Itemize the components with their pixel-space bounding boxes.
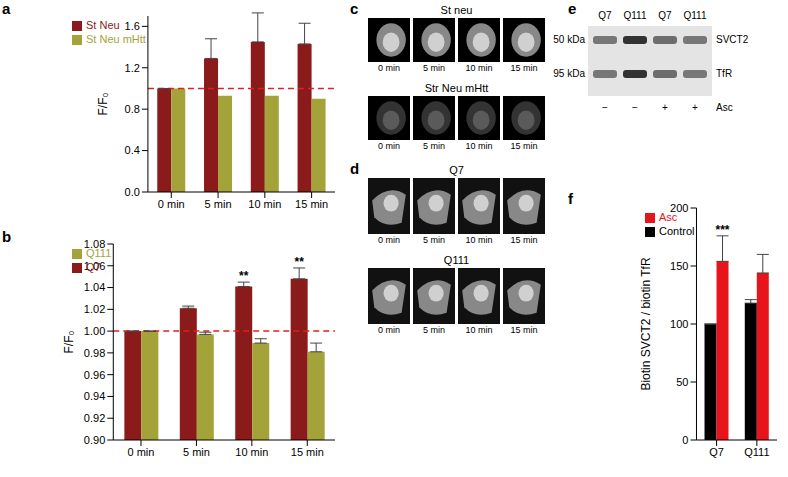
svg-text:1.2: 1.2 xyxy=(125,62,140,74)
svg-text:1.08: 1.08 xyxy=(84,238,105,250)
svg-text:Q7: Q7 xyxy=(709,446,724,458)
svg-text:0.98: 0.98 xyxy=(84,347,105,359)
svg-text:0 min: 0 min xyxy=(128,446,155,458)
svg-text:1.04: 1.04 xyxy=(84,281,105,293)
svg-text:200: 200 xyxy=(670,202,688,214)
svg-text:15 min: 15 min xyxy=(295,198,328,210)
svg-text:5 min: 5 min xyxy=(205,198,232,210)
svg-text:0.96: 0.96 xyxy=(84,369,105,381)
svg-text:10 min: 10 min xyxy=(248,198,281,210)
svg-text:F/F₀: F/F₀ xyxy=(62,330,76,353)
svg-text:0.0: 0.0 xyxy=(125,186,140,198)
svg-text:1.06: 1.06 xyxy=(84,260,105,272)
svg-text:0 min: 0 min xyxy=(158,198,185,210)
svg-text:15 min: 15 min xyxy=(291,446,324,458)
svg-text:0: 0 xyxy=(682,434,688,446)
svg-text:0.92: 0.92 xyxy=(84,412,105,424)
svg-text:0.4: 0.4 xyxy=(125,144,140,156)
svg-text:10 min: 10 min xyxy=(235,446,268,458)
svg-text:Biotin SVCT2 / biotin TfR: Biotin SVCT2 / biotin TfR xyxy=(639,257,653,391)
svg-text:1.02: 1.02 xyxy=(84,303,105,315)
svg-text:150: 150 xyxy=(670,260,688,272)
svg-text:Q111: Q111 xyxy=(744,446,769,458)
svg-text:0.90: 0.90 xyxy=(84,434,105,446)
svg-text:0.94: 0.94 xyxy=(84,390,105,402)
svg-text:***: *** xyxy=(716,223,730,237)
svg-text:100: 100 xyxy=(670,318,688,330)
svg-text:50: 50 xyxy=(676,376,688,388)
svg-text:**: ** xyxy=(239,269,249,283)
svg-text:1.6: 1.6 xyxy=(125,20,140,32)
svg-text:5 min: 5 min xyxy=(183,446,210,458)
svg-text:1.00: 1.00 xyxy=(84,325,105,337)
svg-text:**: ** xyxy=(294,255,304,269)
svg-text:0.8: 0.8 xyxy=(125,103,140,115)
svg-text:F/F₀: F/F₀ xyxy=(96,92,110,115)
